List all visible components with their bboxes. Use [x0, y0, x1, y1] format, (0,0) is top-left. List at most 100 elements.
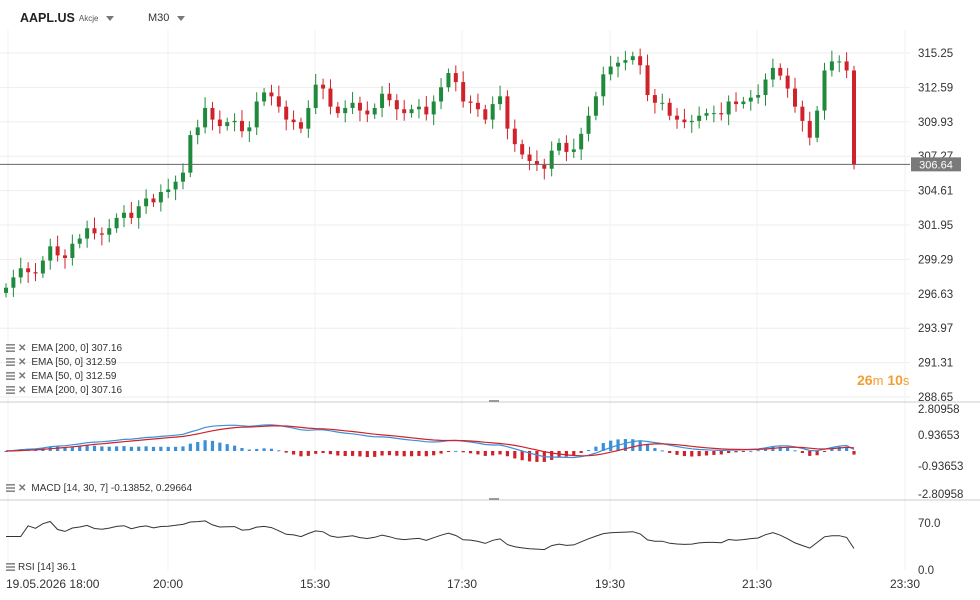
indicator-legend-ema-2[interactable]: ✕ EMA [50, 0] 312.59	[6, 356, 116, 368]
macd-histogram-bar	[852, 451, 856, 455]
price-tick-label: 288.65	[918, 392, 953, 404]
candle-body	[586, 115, 591, 134]
candle-body	[136, 206, 141, 218]
candle	[372, 103, 377, 119]
close-icon[interactable]: ✕	[18, 356, 27, 368]
indicator-legend-macd[interactable]: ✕ MACD [14, 30, 7] -0.13852, 0.29664	[6, 482, 192, 494]
macd-histogram-bar	[808, 451, 812, 456]
settings-icon[interactable]	[6, 484, 15, 492]
price-tick-label: 293.97	[918, 323, 953, 335]
macd-histogram-bar	[203, 440, 207, 451]
candle	[269, 84, 274, 106]
pane-resize-handle-1[interactable]	[489, 400, 499, 402]
time-tick-label: 17:30	[447, 577, 477, 591]
macd-histogram-bar	[645, 444, 650, 451]
macd-histogram-bar	[837, 446, 841, 451]
indicator-legend-rsi[interactable]: RSI [14] 36.1	[6, 561, 76, 573]
candle-body	[719, 113, 724, 115]
candle	[645, 54, 650, 102]
macd-histogram-bar	[800, 451, 804, 454]
macd-histogram-bar	[373, 451, 377, 457]
indicator-legend-ema-4[interactable]: ✕ EMA [200, 0] 307.16	[6, 384, 122, 396]
macd-histogram-bar	[424, 451, 428, 457]
candle-body	[144, 198, 149, 207]
macd-histogram-bar	[151, 446, 156, 451]
candle	[844, 52, 849, 79]
candle	[48, 238, 53, 270]
macd-histogram-bar	[712, 451, 716, 455]
macd-histogram-bar	[122, 446, 126, 451]
settings-icon[interactable]	[6, 372, 15, 380]
candle-countdown: 26m 10s	[857, 372, 909, 388]
macd-histogram-bar	[527, 451, 532, 462]
candle	[188, 130, 193, 178]
candle-body	[203, 107, 208, 128]
macd-histogram-bar	[749, 450, 753, 452]
candle	[704, 108, 709, 121]
candle-body	[527, 154, 532, 161]
candle-body	[276, 96, 281, 107]
close-icon[interactable]: ✕	[18, 342, 27, 354]
candle	[734, 92, 739, 112]
macd-histogram-bar	[262, 448, 266, 451]
macd-histogram-bar	[225, 444, 229, 451]
close-icon[interactable]: ✕	[18, 370, 27, 382]
candle	[490, 96, 495, 129]
candle	[328, 79, 333, 115]
macd-histogram-bar	[70, 446, 74, 451]
close-icon[interactable]: ✕	[18, 482, 27, 494]
candle-body	[571, 149, 576, 152]
candle-body	[520, 144, 525, 155]
macd-histogram-bar	[491, 451, 495, 456]
macd-histogram-bar	[623, 439, 628, 451]
indicator-legend-ema-3[interactable]: ✕ EMA [50, 0] 312.59	[6, 370, 116, 382]
pane-resize-handle-2[interactable]	[489, 498, 499, 500]
candle-body	[99, 233, 104, 235]
candle	[136, 200, 141, 229]
macd-histogram-bar	[690, 451, 694, 457]
macd-histogram-bar	[786, 447, 790, 451]
chevron-down-icon[interactable]	[177, 15, 186, 21]
candle-body	[33, 272, 38, 274]
macd-histogram-bar	[284, 451, 288, 453]
close-icon[interactable]: ✕	[18, 384, 27, 396]
time-axis: 19.05.2026 18:00 20:00 15:30 17:30 19:30 21:3…	[6, 577, 920, 591]
macd-histogram-bar	[299, 451, 303, 457]
macd-histogram-bar	[830, 448, 834, 451]
settings-icon[interactable]	[6, 563, 15, 571]
timeframe-selector[interactable]: M30	[148, 8, 186, 28]
candle	[18, 257, 23, 284]
candle	[239, 110, 244, 138]
macd-histogram-bar	[240, 447, 244, 451]
indicator-legend-ema-1[interactable]: ✕ EMA [200, 0] 307.16	[6, 342, 122, 354]
candle	[129, 201, 134, 224]
candle-body	[85, 228, 90, 239]
candle	[4, 283, 8, 298]
candle	[557, 138, 562, 156]
candle-body	[11, 277, 16, 288]
macd-histogram-bar	[336, 451, 340, 456]
candle-body	[40, 260, 45, 274]
candle-body	[313, 84, 318, 108]
settings-icon[interactable]	[6, 386, 15, 394]
candle	[173, 175, 178, 201]
macd-histogram-bar	[402, 451, 406, 457]
candle	[520, 139, 525, 160]
macd-histogram-bar	[365, 451, 369, 458]
candle	[697, 106, 702, 129]
time-tick-label: 21:30	[742, 577, 772, 591]
candle	[254, 92, 259, 135]
candle	[512, 119, 517, 152]
instrument-selector[interactable]: AAPL.US Akcje	[20, 8, 115, 28]
indicator-label: EMA [200, 0] 307.16	[31, 384, 123, 396]
settings-icon[interactable]	[6, 358, 15, 366]
svg-text:306.64: 306.64	[919, 159, 953, 171]
chevron-down-icon[interactable]	[106, 15, 115, 21]
candle-body	[121, 212, 126, 218]
candle	[534, 150, 539, 171]
candle	[778, 63, 783, 81]
settings-icon[interactable]	[6, 344, 15, 352]
candle	[121, 205, 126, 228]
macd-histogram-bar	[513, 451, 517, 459]
